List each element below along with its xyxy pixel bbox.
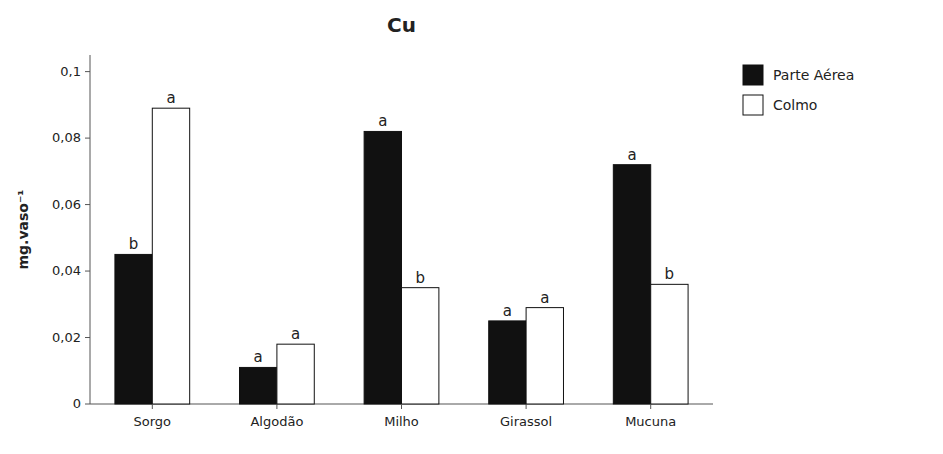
- annotation: a: [378, 112, 387, 130]
- y-tick: [85, 404, 90, 405]
- annotation: a: [254, 348, 263, 366]
- y-tick-label: 0,02: [52, 330, 81, 345]
- bar: [526, 308, 563, 404]
- bar: [240, 367, 277, 404]
- x-tick-label: Mucuna: [625, 414, 676, 429]
- x-tick: [276, 404, 277, 409]
- annotation: a: [627, 146, 636, 164]
- annotation: a: [291, 325, 300, 343]
- y-tick: [85, 337, 90, 338]
- y-tick: [85, 204, 90, 205]
- y-tick-label: 0,1: [60, 64, 81, 79]
- y-axis: [90, 55, 91, 404]
- x-tick-label: Girassol: [500, 414, 552, 429]
- x-tick: [401, 404, 402, 409]
- bar: [402, 288, 439, 404]
- annotation: a: [540, 289, 549, 307]
- annotation: b: [415, 269, 425, 287]
- annotation: a: [503, 302, 512, 320]
- y-axis-label: mg.vaso⁻¹: [15, 190, 31, 270]
- bar: [613, 165, 650, 404]
- chart: Cu mg.vaso⁻¹ 0 0,02 0,04 0,06 0,08 0,1 b a a a a a a b a…: [0, 0, 943, 454]
- bar: [277, 344, 314, 404]
- title: Cu: [387, 13, 416, 37]
- x-tick-label: Sorgo: [134, 414, 172, 429]
- legend-label: Colmo: [773, 97, 817, 113]
- bar: [152, 108, 189, 404]
- y-tick-label: 0,04: [52, 263, 81, 278]
- y-tick: [85, 71, 90, 72]
- y-tick: [85, 271, 90, 272]
- bar: [115, 254, 152, 404]
- x-tick-label: Algodão: [250, 414, 303, 429]
- bar: [489, 321, 526, 404]
- annotation: b: [665, 265, 675, 283]
- annotation: b: [129, 235, 139, 253]
- legend-swatch: [743, 95, 763, 115]
- legend-swatch: [743, 65, 763, 85]
- y-tick-label: 0: [73, 396, 81, 411]
- bar: [364, 131, 401, 404]
- legend-label: Parte Aérea: [773, 67, 854, 83]
- x-tick: [526, 404, 527, 409]
- x-tick: [650, 404, 651, 409]
- y-tick-label: 0,06: [52, 197, 81, 212]
- x-tick-label: Milho: [384, 414, 419, 429]
- bar: [651, 284, 688, 404]
- y-tick: [85, 138, 90, 139]
- x-tick: [152, 404, 153, 409]
- y-tick-label: 0,08: [52, 130, 81, 145]
- annotation: a: [166, 89, 175, 107]
